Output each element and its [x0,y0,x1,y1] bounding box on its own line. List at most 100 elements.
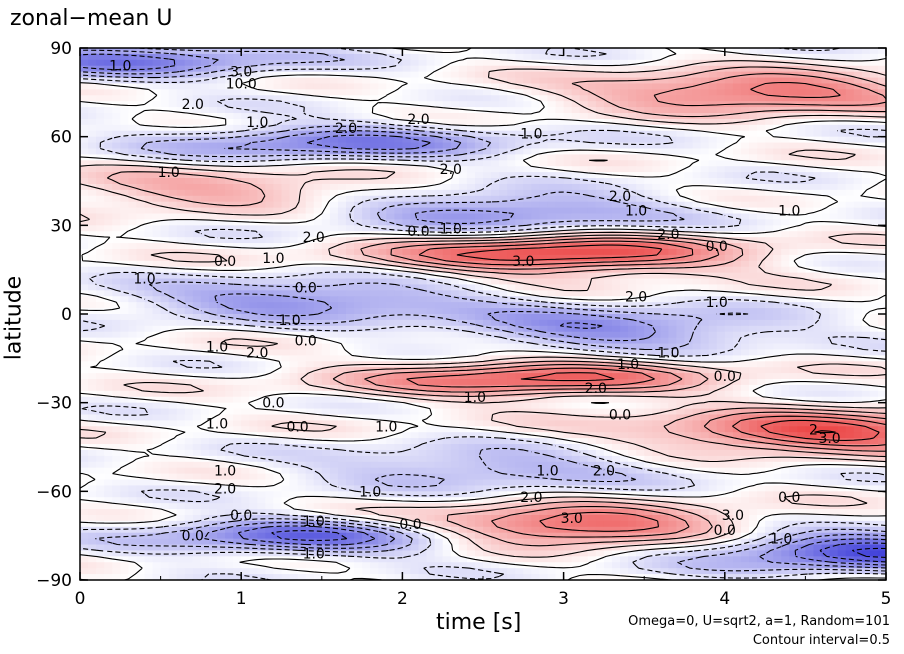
heatmap-cell [410,107,420,114]
heatmap-cell [450,248,460,256]
heatmap-cell [660,77,669,85]
heatmap-cell [563,325,573,333]
heatmap-cell [499,331,508,339]
heatmap-cell [152,83,162,90]
heatmap-cell [499,189,508,197]
heatmap-cell [765,248,774,256]
heatmap-cell [499,260,508,268]
heatmap-cell [225,148,234,155]
heatmap-cell [547,130,557,138]
heatmap-cell [773,59,782,67]
heatmap-cell [144,243,154,250]
heatmap-cell [853,225,863,232]
heatmap-cell [611,266,621,274]
heatmap-cell [611,53,621,61]
heatmap-cell [257,101,266,108]
heatmap-cell [257,65,266,73]
heatmap-cell [821,302,831,309]
heatmap-cell [208,296,218,303]
heatmap-cell [724,225,734,232]
heatmap-cell [273,89,283,96]
heatmap-cell [88,207,97,215]
heatmap-cell [781,325,790,333]
heatmap-cell [208,195,218,203]
heatmap-cell [402,53,412,61]
heatmap-cell [837,77,847,85]
heatmap-cell [96,254,105,262]
heatmap-cell [757,319,766,327]
heatmap-cell [337,166,347,173]
heatmap-cell [813,237,823,244]
heatmap-cell [781,83,790,90]
heatmap-cell [611,201,621,209]
heatmap-cell [748,166,758,173]
heatmap-cell [313,201,323,209]
heatmap-cell [724,195,734,203]
heatmap-cell [297,272,307,280]
heatmap-cell [410,189,420,197]
heatmap-cell [370,331,379,339]
heatmap-cell [579,243,589,250]
heatmap-cell [781,189,790,197]
heatmap-cell [515,124,524,132]
heatmap-cell [829,48,839,55]
heatmap-cell [192,314,202,321]
heatmap-cell [337,113,347,120]
heatmap-cell [515,160,524,167]
heatmap-cell [797,48,806,55]
heatmap-cell [176,237,186,244]
heatmap-cell [716,172,726,179]
heatmap-cell [112,124,121,132]
heatmap-cell [233,148,242,155]
heatmap-cell [249,272,258,280]
heatmap-cell [845,319,855,327]
heatmap-cell [789,201,798,209]
heatmap-cell [877,314,886,321]
heatmap-cell [531,237,541,244]
heatmap-cell [418,213,428,221]
heatmap-cell [442,237,452,244]
heatmap-cell [523,201,532,209]
heatmap-cell [168,231,178,238]
heatmap-cell [345,53,355,61]
heatmap-cell [128,278,138,286]
heatmap-cell [458,243,468,250]
heatmap-cell [724,272,734,280]
heatmap-cell [88,296,97,303]
heatmap-cell [450,154,460,161]
heatmap-cell [595,231,605,238]
heatmap-cell [563,260,573,268]
heatmap-cell [466,136,476,144]
heatmap-cell [329,107,339,114]
heatmap-cell [434,331,444,339]
heatmap-cell [466,77,476,85]
heatmap-cell [740,113,750,120]
heatmap-cell [684,213,694,221]
heatmap-cell [837,53,847,61]
heatmap-cell [700,278,710,286]
heatmap-cell [241,178,250,185]
heatmap-cell [676,278,686,286]
heatmap-cell [757,278,766,286]
heatmap-cell [217,71,226,79]
heatmap-cell [281,331,291,339]
heatmap-cell [394,325,403,333]
heatmap-cell [628,71,637,79]
heatmap-cell [418,272,428,280]
heatmap-cell [418,302,428,309]
heatmap-cell [354,77,363,85]
heatmap-cell [571,53,581,61]
heatmap-cell [531,319,541,327]
heatmap-cell [628,314,637,321]
heatmap-cell [160,178,170,185]
heatmap-cell [378,272,387,280]
heatmap-cell [773,337,782,345]
heatmap-cell [652,254,661,262]
heatmap-cell [128,189,138,197]
heatmap-cell [539,272,549,280]
heatmap-cell [426,254,436,262]
heatmap-cell [660,195,669,203]
heatmap-cell [773,53,782,61]
heatmap-cell [853,201,863,209]
heatmap-cell [853,183,863,191]
